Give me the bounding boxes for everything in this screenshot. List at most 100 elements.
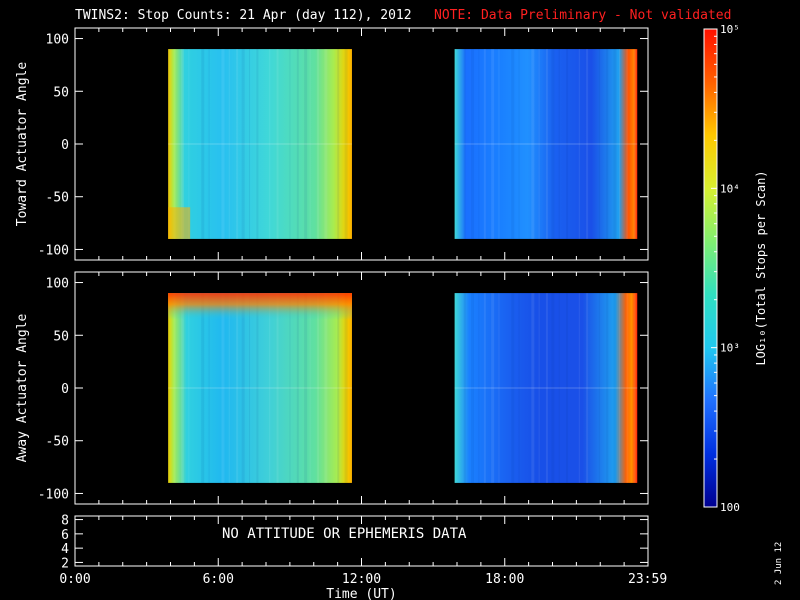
xtick-label: 6:00 <box>203 572 234 587</box>
xtick-label: 23:59 <box>628 572 667 587</box>
toward-heatmap-streak <box>188 49 190 239</box>
toward-heatmap-streak <box>606 49 609 239</box>
xtick-label: 0:00 <box>59 572 90 587</box>
toward-heatmap-streak <box>173 49 176 239</box>
ephemeris-ytick-label: 4 <box>61 542 69 557</box>
away-heatmap-streak <box>483 293 486 483</box>
toward-heatmap-streak <box>558 49 560 239</box>
away-panel: 100 50 0 -50 -100 Away Actuator Angle <box>15 271 649 505</box>
toward-heatmap-streak <box>578 49 580 239</box>
away-ytick-label: 50 <box>53 329 69 344</box>
away-zero-band <box>454 387 638 389</box>
chart-title: TWINS2: Stop Counts: 21 Apr (day 112), 2… <box>75 8 412 23</box>
toward-heatmap-streak <box>324 49 328 239</box>
toward-heatmap-streak <box>221 49 225 239</box>
toward-ytick-label: 50 <box>53 85 69 100</box>
colorbar-tick-label: 100 <box>720 501 740 514</box>
toward-zero-band <box>168 143 352 145</box>
away-heatmap-streak <box>586 293 589 483</box>
toward-heatmap-streak <box>586 49 589 239</box>
toward-heatmap-streak <box>344 49 348 239</box>
ephemeris-ytick-label: 2 <box>61 556 69 571</box>
toward-heatmap-streak <box>613 49 617 239</box>
toward-heatmap-streak <box>498 49 500 239</box>
toward-hot-corner <box>168 207 191 239</box>
toward-panel: 100 50 0 -50 -100 Toward Actuator Angle <box>15 27 649 261</box>
away-heatmap-streak <box>606 293 609 483</box>
away-heatmap-streak <box>558 293 560 483</box>
away-ylabel: Away Actuator Angle <box>15 313 30 462</box>
toward-heatmap-streak <box>276 49 279 239</box>
toward-ytick-label: -50 <box>46 191 69 206</box>
away-ytick-label: 100 <box>46 277 69 292</box>
toward-heatmap-streak <box>633 49 637 239</box>
toward-heatmap-streak <box>256 49 259 239</box>
toward-heatmap-streak <box>566 49 569 239</box>
toward-heatmap-streak <box>478 49 480 239</box>
toward-heatmap-streak <box>618 49 620 239</box>
away-heatmap-streak <box>551 293 555 483</box>
toward-heatmap-streak <box>491 49 495 239</box>
toward-heatmap-streak <box>598 49 600 239</box>
toward-ytick-label: 100 <box>46 33 69 48</box>
colorbar-label: LOG₁₀(Total Stops per Scan) <box>754 170 768 365</box>
toward-heatmap-streak <box>180 49 184 239</box>
toward-heatmap-streak <box>249 49 251 239</box>
toward-heatmap-segment <box>168 49 352 239</box>
toward-heatmap-streak <box>531 49 535 239</box>
toward-heatmap-streak <box>304 49 308 239</box>
colorbar-tick-label: 10⁴ <box>720 182 740 195</box>
away-heatmap-streak <box>491 293 495 483</box>
toward-heatmap-streak <box>538 49 540 239</box>
toward-heatmap-streak <box>236 49 239 239</box>
toward-heatmap-streak <box>471 49 475 239</box>
toward-heatmap-streak <box>551 49 555 239</box>
toward-heatmap-streak <box>317 49 320 239</box>
toward-heatmap-streak <box>463 49 466 239</box>
away-ytick-label: 0 <box>61 382 69 397</box>
toward-ytick-label: -100 <box>38 243 69 258</box>
away-heatmap-streak <box>471 293 475 483</box>
toward-heatmap-streak <box>168 49 170 239</box>
away-heatmap-segment <box>454 293 638 483</box>
toward-heatmap-streak <box>269 49 271 239</box>
toward-heatmap-streak <box>518 49 520 239</box>
toward-heatmap-segment <box>454 49 638 239</box>
ephemeris-ytick-label: 6 <box>61 528 69 543</box>
away-hot-band <box>168 293 352 483</box>
xtick-label: 18:00 <box>485 572 524 587</box>
toward-heatmap-streak <box>337 49 340 239</box>
away-heatmap-streak <box>463 293 466 483</box>
toward-heatmap-streak <box>201 49 205 239</box>
toward-heatmap-streak <box>289 49 291 239</box>
toward-heatmap-streak <box>228 49 230 239</box>
preliminary-note: NOTE: Data Preliminary - Not validated <box>434 8 732 23</box>
date-stamp: 2 Jun 12 <box>774 541 784 585</box>
toward-ylabel: Toward Actuator Angle <box>15 62 30 227</box>
away-heatmap-streak <box>545 293 548 483</box>
away-heatmap-streak <box>498 293 500 483</box>
away-heatmap-streak <box>598 293 600 483</box>
colorbar-tick-label: 10⁵ <box>720 23 740 36</box>
away-heatmap-streak <box>531 293 535 483</box>
toward-heatmap-streak <box>626 49 629 239</box>
toward-heatmap-streak <box>241 49 245 239</box>
away-heatmap-streak <box>478 293 480 483</box>
away-heatmap-streak <box>566 293 569 483</box>
away-heatmap-streak <box>538 293 540 483</box>
toward-heatmap-streak <box>208 49 210 239</box>
away-heatmap-streak <box>633 293 637 483</box>
away-heatmap-streak <box>613 293 617 483</box>
away-heatmap-streak <box>511 293 515 483</box>
colorbar-scale <box>703 28 718 508</box>
xtick-label: 12:00 <box>342 572 381 587</box>
xaxis-label: Time (UT) <box>326 587 396 600</box>
away-ytick-label: -100 <box>38 487 69 502</box>
toward-heatmap-streak <box>309 49 311 239</box>
away-heatmap-streak <box>626 293 629 483</box>
away-heatmap-streak <box>618 293 620 483</box>
toward-heatmap-streak <box>545 49 548 239</box>
away-ytick-label: -50 <box>46 435 69 450</box>
